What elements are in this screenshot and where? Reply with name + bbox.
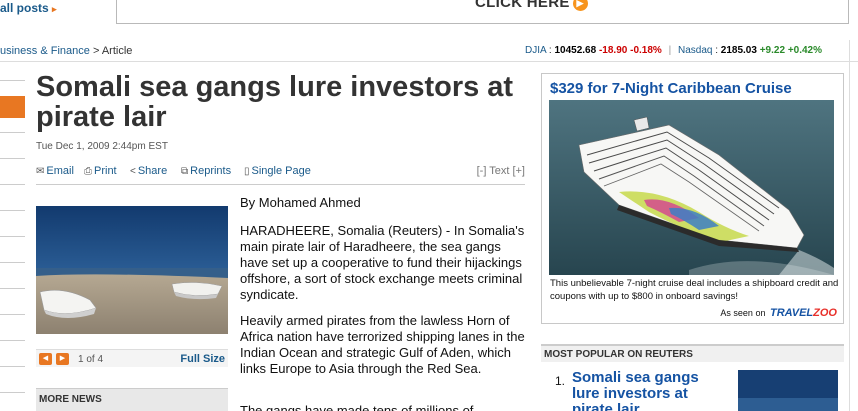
gallery-pager: ◀ ▶ 1 of 4 Full Size <box>36 349 228 367</box>
breadcrumb-section-link[interactable]: usiness & Finance <box>0 45 90 57</box>
seen-on-label: As seen on <box>720 308 766 318</box>
reprints-label: Reprints <box>190 165 232 177</box>
most-popular-heading: MOST POPULAR ON REUTERS <box>541 344 844 362</box>
click-here-button[interactable]: CLICK HERE ▶ <box>475 0 588 11</box>
left-sidebar <box>0 68 25 411</box>
brand-main: TRAVEL <box>769 307 814 319</box>
sidebar-divider <box>0 314 25 315</box>
more-news-heading: MORE NEWS <box>36 388 228 411</box>
sidebar-divider <box>0 236 25 237</box>
most-popular-thumbnail[interactable] <box>738 370 838 411</box>
nasdaq-value: 2185.03 <box>720 45 757 56</box>
article-toolbar: ✉ Email ⎙ Print < Share ⧉ Reprints ▯ Single P… <box>36 165 525 181</box>
djia-link[interactable]: DJIA <box>525 45 547 56</box>
brand-accent: ZOO <box>813 307 837 319</box>
printer-icon: ⎙ <box>84 166 92 177</box>
click-here-label: CLICK HERE <box>475 0 570 11</box>
travelzoo-logo[interactable]: TRAVELZOO <box>770 307 837 319</box>
cruise-ad[interactable]: $329 for 7-Night Caribbean Cruise <box>541 73 844 324</box>
text-size-control[interactable]: [-] Text [+] <box>476 165 525 177</box>
nasdaq-percent: +0.42% <box>787 45 823 56</box>
sidebar-divider <box>0 184 25 185</box>
copy-icon: ⧉ <box>181 166 189 177</box>
share-icon: < <box>130 166 136 177</box>
all-posts-label: all posts <box>0 1 49 15</box>
most-popular-link[interactable]: Somali sea gangs lure investors at pirat… <box>572 369 699 411</box>
all-posts-link[interactable]: all posts ▸ <box>0 1 57 15</box>
next-arrow-icon[interactable]: ▶ <box>56 353 69 365</box>
cruise-ship-image[interactable] <box>549 100 834 275</box>
share-label: Share <box>137 165 168 177</box>
ticker-divider: | <box>668 45 672 56</box>
toolbar-divider <box>36 184 525 185</box>
most-popular-rank: 1. <box>555 374 566 388</box>
djia-value: 10452.68 <box>554 45 597 56</box>
top-bar: all posts ▸ CLICK HERE ▶ <box>0 0 858 40</box>
beach-boats-image <box>36 206 228 334</box>
article-paragraph: Heavily armed pirates from the lawless H… <box>240 313 525 376</box>
ad-title[interactable]: $329 for 7-Night Caribbean Cruise <box>550 80 792 97</box>
breadcrumb: usiness & Finance > Article <box>0 45 132 57</box>
ad-copy: This unbelievable 7-night cruise deal in… <box>550 278 839 302</box>
chevron-right-icon: ▸ <box>52 4 57 14</box>
header-divider <box>0 61 858 62</box>
sidebar-divider <box>0 210 25 211</box>
single-page-button[interactable]: ▯ Single Page <box>244 165 311 177</box>
full-size-link[interactable]: Full Size <box>180 353 225 365</box>
play-arrow-icon: ▶ <box>572 0 588 11</box>
article-headline: Somali sea gangs lure investors at pirat… <box>36 71 514 133</box>
djia-change: -18.90 <box>598 45 628 56</box>
article-paragraph: HARADHEERE, Somalia (Reuters) - In Somal… <box>240 223 525 302</box>
cruise-ship-graphic <box>549 100 834 275</box>
ad-attribution: As seen on TRAVELZOO <box>720 307 837 319</box>
sidebar-divider <box>0 392 25 393</box>
sidebar-divider <box>0 288 25 289</box>
article-byline: By Mohamed Ahmed <box>240 195 361 210</box>
article-photo[interactable] <box>36 206 228 334</box>
page-right-edge <box>849 40 858 411</box>
nasdaq-link[interactable]: Nasdaq <box>677 45 713 56</box>
print-label: Print <box>94 165 117 177</box>
envelope-icon: ✉ <box>36 166 45 177</box>
gallery-counter: 1 of 4 <box>78 354 104 365</box>
sidebar-divider <box>0 80 25 81</box>
sidebar-divider <box>0 158 25 159</box>
market-ticker: DJIA : 10452.68 -18.90 -0.18% | Nasdaq :… <box>525 45 823 56</box>
breadcrumb-separator: > <box>92 45 100 57</box>
sidebar-divider <box>0 262 25 263</box>
page-icon: ▯ <box>244 166 250 177</box>
sidebar-divider <box>0 340 25 341</box>
banner-ad[interactable]: CLICK HERE ▶ <box>116 0 849 24</box>
email-button[interactable]: ✉ Email <box>36 165 74 177</box>
prev-arrow-icon[interactable]: ◀ <box>39 353 52 365</box>
share-button[interactable]: < Share <box>130 165 167 177</box>
sidebar-divider <box>0 366 25 367</box>
sidebar-divider <box>0 132 25 133</box>
breadcrumb-current: Article <box>101 45 133 57</box>
nasdaq-change: +9.22 <box>759 45 786 56</box>
article-paragraph: The gangs have made tens of millions of <box>240 403 474 411</box>
sidebar-active-item[interactable] <box>0 96 25 118</box>
article-dateline: Tue Dec 1, 2009 2:44pm EST <box>36 141 168 152</box>
djia-percent: -0.18% <box>630 45 662 56</box>
email-label: Email <box>46 165 74 177</box>
print-button[interactable]: ⎙ Print <box>84 165 117 177</box>
reprints-button[interactable]: ⧉ Reprints <box>181 165 231 177</box>
single-page-label: Single Page <box>251 165 311 177</box>
thumbnail-image <box>738 370 838 411</box>
